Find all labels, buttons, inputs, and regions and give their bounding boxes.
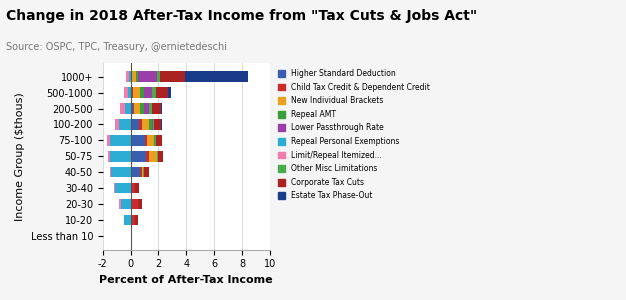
X-axis label: Percent of After-Tax Income: Percent of After-Tax Income — [100, 275, 273, 285]
Bar — [124, 215, 131, 225]
Bar — [120, 199, 121, 209]
Bar — [129, 71, 131, 82]
Text: Source: OSPC, TPC, Treasury, @ernietedeschi: Source: OSPC, TPC, Treasury, @ernietedes… — [6, 42, 227, 52]
Bar — [152, 87, 156, 98]
Bar — [110, 167, 111, 178]
Bar — [108, 151, 110, 161]
Bar — [158, 151, 163, 161]
Bar — [125, 103, 131, 114]
Bar — [110, 151, 131, 161]
Bar — [133, 87, 140, 98]
Bar — [111, 167, 131, 178]
Bar — [110, 135, 131, 146]
Bar — [150, 119, 151, 130]
Bar — [131, 167, 140, 178]
Bar — [140, 167, 143, 178]
Bar — [151, 119, 153, 130]
Bar — [156, 135, 162, 146]
Bar — [131, 231, 132, 241]
Bar — [126, 71, 129, 82]
Bar — [131, 103, 133, 114]
Bar — [115, 183, 131, 194]
Bar — [150, 151, 157, 161]
Bar — [133, 103, 134, 114]
Bar — [131, 135, 145, 146]
Bar — [185, 71, 247, 82]
Bar — [160, 103, 162, 114]
Bar — [155, 135, 156, 146]
Bar — [121, 199, 131, 209]
Bar — [147, 135, 154, 146]
Bar — [131, 215, 135, 225]
Y-axis label: Income Group ($thous): Income Group ($thous) — [15, 92, 25, 221]
Bar — [140, 103, 144, 114]
Bar — [136, 71, 138, 82]
Bar — [135, 183, 139, 194]
Bar — [139, 119, 141, 130]
Bar — [128, 87, 131, 98]
Bar — [141, 119, 150, 130]
Bar — [154, 135, 155, 146]
Bar — [144, 167, 149, 178]
Bar — [131, 71, 132, 82]
Bar — [168, 87, 171, 98]
Bar — [107, 135, 110, 146]
Bar — [140, 87, 144, 98]
Bar — [149, 103, 152, 114]
Bar — [124, 87, 128, 98]
Bar — [120, 103, 125, 114]
Bar — [131, 87, 132, 98]
Bar — [115, 119, 120, 130]
Bar — [138, 71, 157, 82]
Bar — [156, 87, 168, 98]
Bar — [131, 183, 135, 194]
Bar — [143, 167, 144, 178]
Bar — [153, 119, 154, 130]
Bar — [135, 215, 138, 225]
Bar — [144, 103, 149, 114]
Bar — [160, 71, 185, 82]
Bar — [144, 87, 152, 98]
Bar — [157, 71, 160, 82]
Bar — [138, 199, 143, 209]
Bar — [134, 103, 140, 114]
Bar — [152, 103, 160, 114]
Bar — [145, 135, 147, 146]
Bar — [132, 71, 136, 82]
Text: Change in 2018 After-Tax Income from "Tax Cuts & Jobs Act": Change in 2018 After-Tax Income from "Ta… — [6, 9, 478, 23]
Bar — [132, 87, 133, 98]
Bar — [131, 119, 139, 130]
Bar — [131, 151, 146, 161]
Bar — [154, 119, 162, 130]
Legend: Higher Standard Deduction, Child Tax Credit & Dependent Credit, New Individual B: Higher Standard Deduction, Child Tax Cre… — [275, 67, 433, 203]
Bar — [157, 151, 158, 161]
Bar — [131, 199, 138, 209]
Bar — [120, 119, 131, 130]
Bar — [146, 151, 150, 161]
Bar — [114, 183, 115, 194]
